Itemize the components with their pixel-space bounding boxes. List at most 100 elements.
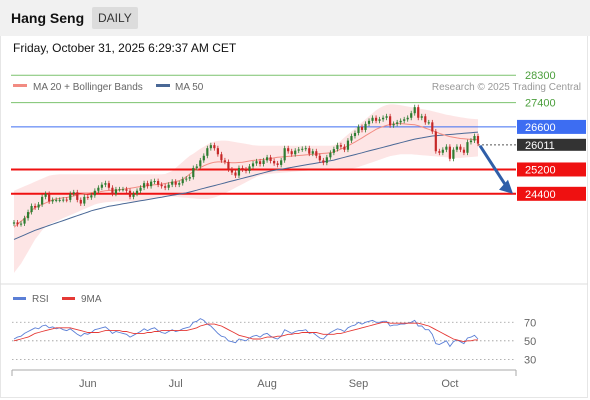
candle-body — [445, 146, 448, 150]
candle-body — [167, 184, 170, 188]
candle-body — [206, 148, 209, 156]
candle-body — [171, 181, 174, 185]
forecast-arrow-head — [499, 179, 513, 194]
candle-body — [58, 199, 61, 201]
candle-body — [86, 196, 89, 198]
candle-body — [283, 148, 286, 161]
header-bar: Hang Seng DAILY — [0, 0, 590, 36]
candle-body — [396, 122, 399, 124]
candle-body — [448, 146, 451, 159]
candle-body — [276, 163, 279, 165]
candle-body — [76, 192, 79, 200]
candle-body — [420, 116, 423, 118]
candle-body — [273, 160, 276, 164]
candle-body — [174, 181, 177, 185]
period-button[interactable]: DAILY — [92, 7, 138, 29]
ma50-legend-swatch — [156, 84, 170, 87]
candle-body — [128, 190, 132, 197]
forecast-arrow-shaft — [478, 144, 508, 187]
pivot-tag-26600 — [517, 119, 586, 134]
support-tag-24400 — [517, 186, 586, 201]
candle-body — [469, 140, 473, 143]
candle-body — [241, 167, 244, 170]
candle-body — [48, 193, 51, 202]
candle-body — [244, 169, 248, 171]
candle-body — [33, 205, 37, 208]
candle-body — [26, 212, 30, 219]
candle-body — [364, 123, 367, 130]
candle-body — [188, 177, 191, 179]
rsi-tick-70: 70 — [524, 317, 536, 329]
candle-body — [234, 172, 237, 176]
candle-body — [90, 195, 93, 198]
candle-body — [135, 190, 139, 194]
candle-body — [322, 160, 325, 163]
candle-body — [371, 117, 374, 121]
rsi-ma-line — [13, 321, 478, 343]
candle-body — [459, 146, 462, 150]
candle-body — [332, 149, 335, 153]
candle-body — [424, 116, 427, 123]
candle-body — [438, 151, 441, 153]
candle-body — [308, 148, 311, 154]
x-tick-aug: Aug — [257, 378, 277, 390]
candle-body — [181, 179, 184, 184]
candle-body — [431, 122, 434, 132]
candle-body — [434, 131, 437, 152]
candle-body — [255, 161, 258, 164]
candle-body — [209, 145, 212, 149]
candle-body — [223, 160, 227, 162]
candle-body — [195, 166, 198, 168]
candle-body — [392, 123, 395, 126]
candle-body — [251, 163, 255, 167]
candle-body — [178, 183, 181, 185]
candle-body — [378, 119, 381, 121]
credit-label: Research © 2025 Trading Central — [432, 82, 581, 93]
candle-body — [466, 142, 469, 153]
candle-body — [199, 160, 202, 167]
candle-body — [62, 199, 65, 201]
candle-body — [346, 140, 350, 150]
candle-body — [104, 183, 107, 185]
candle-body — [258, 161, 262, 165]
support-tag-25200 — [517, 162, 586, 177]
candle-body — [83, 196, 86, 204]
ma20-legend-swatch — [13, 84, 27, 87]
candle-body — [427, 122, 430, 124]
candle-body — [248, 166, 251, 171]
candle-body — [160, 184, 163, 187]
candle-body — [311, 151, 314, 154]
candle-body — [417, 107, 420, 118]
last-price-tag — [517, 138, 586, 151]
candle-body — [12, 222, 16, 224]
candle-body — [202, 155, 205, 161]
candle-body — [230, 169, 234, 173]
ma50-legend-label: MA 50 — [175, 82, 204, 93]
candle-body — [93, 190, 96, 196]
candle-body — [265, 157, 269, 161]
candle-body — [294, 150, 297, 155]
candle-body — [157, 181, 160, 185]
candle-body — [23, 218, 26, 224]
candle-body — [367, 120, 371, 124]
chart-datetime: Friday, October 31, 2025 6:29:37 AM CET — [13, 41, 237, 55]
candle-body — [107, 183, 111, 188]
x-tick-sep: Sep — [349, 378, 369, 390]
candle-body — [357, 126, 360, 133]
candle-body — [406, 117, 409, 120]
candle-body — [476, 136, 480, 144]
candle-body — [280, 160, 283, 165]
candle-body — [16, 222, 19, 225]
candle-body — [304, 148, 307, 150]
candle-body — [132, 193, 135, 197]
candle-body — [185, 178, 188, 180]
candle-body — [37, 204, 40, 208]
last-price-label: 26011 — [525, 140, 555, 152]
candle-body — [374, 117, 378, 121]
rsi-ma-legend-label: 9MA — [81, 294, 102, 305]
candle-body — [30, 205, 33, 213]
candle-body — [100, 184, 103, 188]
candle-body — [385, 116, 388, 118]
candle-body — [213, 145, 216, 149]
candle-body — [111, 187, 114, 194]
